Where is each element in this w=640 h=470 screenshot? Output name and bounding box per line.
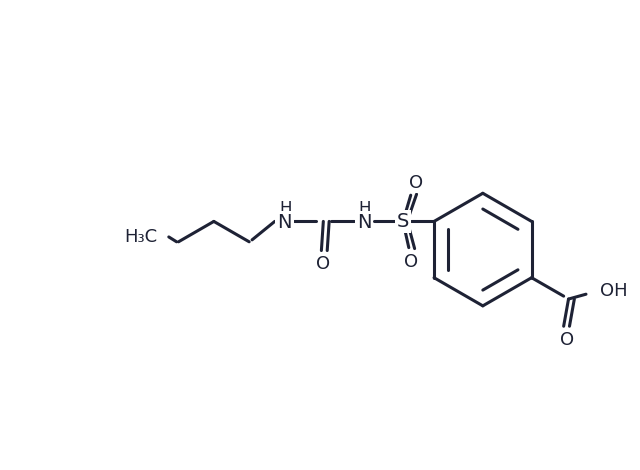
Text: O: O xyxy=(316,255,330,273)
Text: OH: OH xyxy=(600,282,627,300)
Text: H₃C: H₃C xyxy=(124,228,157,246)
Text: H: H xyxy=(359,200,371,218)
Text: N: N xyxy=(357,213,371,232)
Text: N: N xyxy=(277,213,292,232)
Text: O: O xyxy=(408,173,422,192)
Text: H: H xyxy=(279,200,292,218)
Text: O: O xyxy=(404,253,418,271)
Text: S: S xyxy=(397,212,409,231)
Text: O: O xyxy=(561,331,575,349)
